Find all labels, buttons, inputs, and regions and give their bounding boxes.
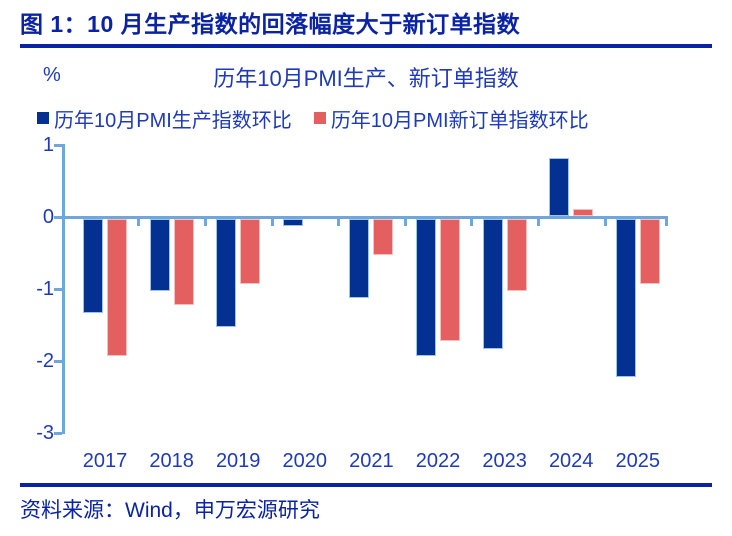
x-category-tick <box>536 216 540 226</box>
source-text: 资料来源：Wind，申万宏源研究 <box>20 499 320 522</box>
bar-new-orders-2018 <box>173 219 194 306</box>
y-tick <box>54 216 62 219</box>
bar-new-orders-2024 <box>573 208 594 216</box>
bar-new-orders-2017 <box>107 219 127 356</box>
y-tick-label-1: 1 <box>42 134 54 156</box>
bar-production-2024 <box>549 158 570 216</box>
y-axis-line <box>62 144 65 434</box>
bar-production-2018 <box>149 219 170 291</box>
bottom-divider <box>20 483 712 487</box>
x-category-tick <box>470 216 474 226</box>
bar-production-2021 <box>349 219 370 299</box>
x-axis-label-2018: 2018 <box>149 450 194 472</box>
y-tick <box>54 288 62 291</box>
x-axis-label-2025: 2025 <box>615 450 661 472</box>
y-tick-label--2: -2 <box>36 350 54 372</box>
x-axis-label-2023: 2023 <box>482 450 527 472</box>
y-tick-label--1: -1 <box>36 278 54 300</box>
bar-production-2020 <box>282 219 303 227</box>
bar-new-orders-2025 <box>639 219 660 284</box>
x-category-tick <box>403 216 407 226</box>
bar-production-2017 <box>83 219 103 313</box>
bar-production-2019 <box>216 219 237 327</box>
x-axis-label-2021: 2021 <box>349 450 394 472</box>
x-axis-label-2024: 2024 <box>548 450 594 472</box>
x-category-tick <box>203 216 207 226</box>
chart-legend: 历年10月PMI生产指数环比 历年10月PMI新订单指数环比 <box>37 104 697 132</box>
bar-new-orders-2023 <box>506 219 527 291</box>
x-category-tick <box>603 216 607 226</box>
y-tick <box>54 360 62 363</box>
y-axis-unit-label: % <box>43 64 61 86</box>
bar-new-orders-2019 <box>240 219 261 284</box>
bar-new-orders-2022 <box>440 219 460 342</box>
chart-title: 历年10月PMI生产、新订单指数 <box>213 66 519 91</box>
x-category-tick <box>337 216 341 226</box>
x-axis-label-2020: 2020 <box>282 450 328 472</box>
figure-title: 图 1：10 月生产指数的回落幅度大于新订单指数 <box>20 11 521 37</box>
y-tick <box>54 432 62 435</box>
y-tick <box>54 144 62 147</box>
x-axis-end-tick <box>665 216 668 226</box>
legend-marker-new-orders <box>313 112 326 124</box>
x-category-tick <box>270 216 274 226</box>
bar-production-2025 <box>615 219 636 378</box>
y-tick-label--3: -3 <box>36 422 54 444</box>
bar-production-2023 <box>482 219 503 349</box>
legend-label-new-orders: 历年10月PMI新订单指数环比 <box>330 109 589 132</box>
bar-new-orders-2021 <box>373 219 394 255</box>
x-axis-label-2019: 2019 <box>215 450 261 472</box>
x-axis-label-2022: 2022 <box>415 450 461 472</box>
y-tick-label-0: 0 <box>42 206 54 228</box>
bar-production-2022 <box>416 219 436 356</box>
legend-marker-production <box>37 112 49 124</box>
legend-item-production: 历年10月PMI生产指数环比 <box>37 104 292 133</box>
title-underline <box>20 44 712 48</box>
legend-label-production: 历年10月PMI生产指数环比 <box>54 109 292 132</box>
x-axis-label-2017: 2017 <box>82 450 128 472</box>
x-axis-line <box>62 216 668 219</box>
x-category-tick <box>137 216 141 226</box>
legend-item-new-orders: 历年10月PMI新订单指数环比 <box>313 104 589 133</box>
